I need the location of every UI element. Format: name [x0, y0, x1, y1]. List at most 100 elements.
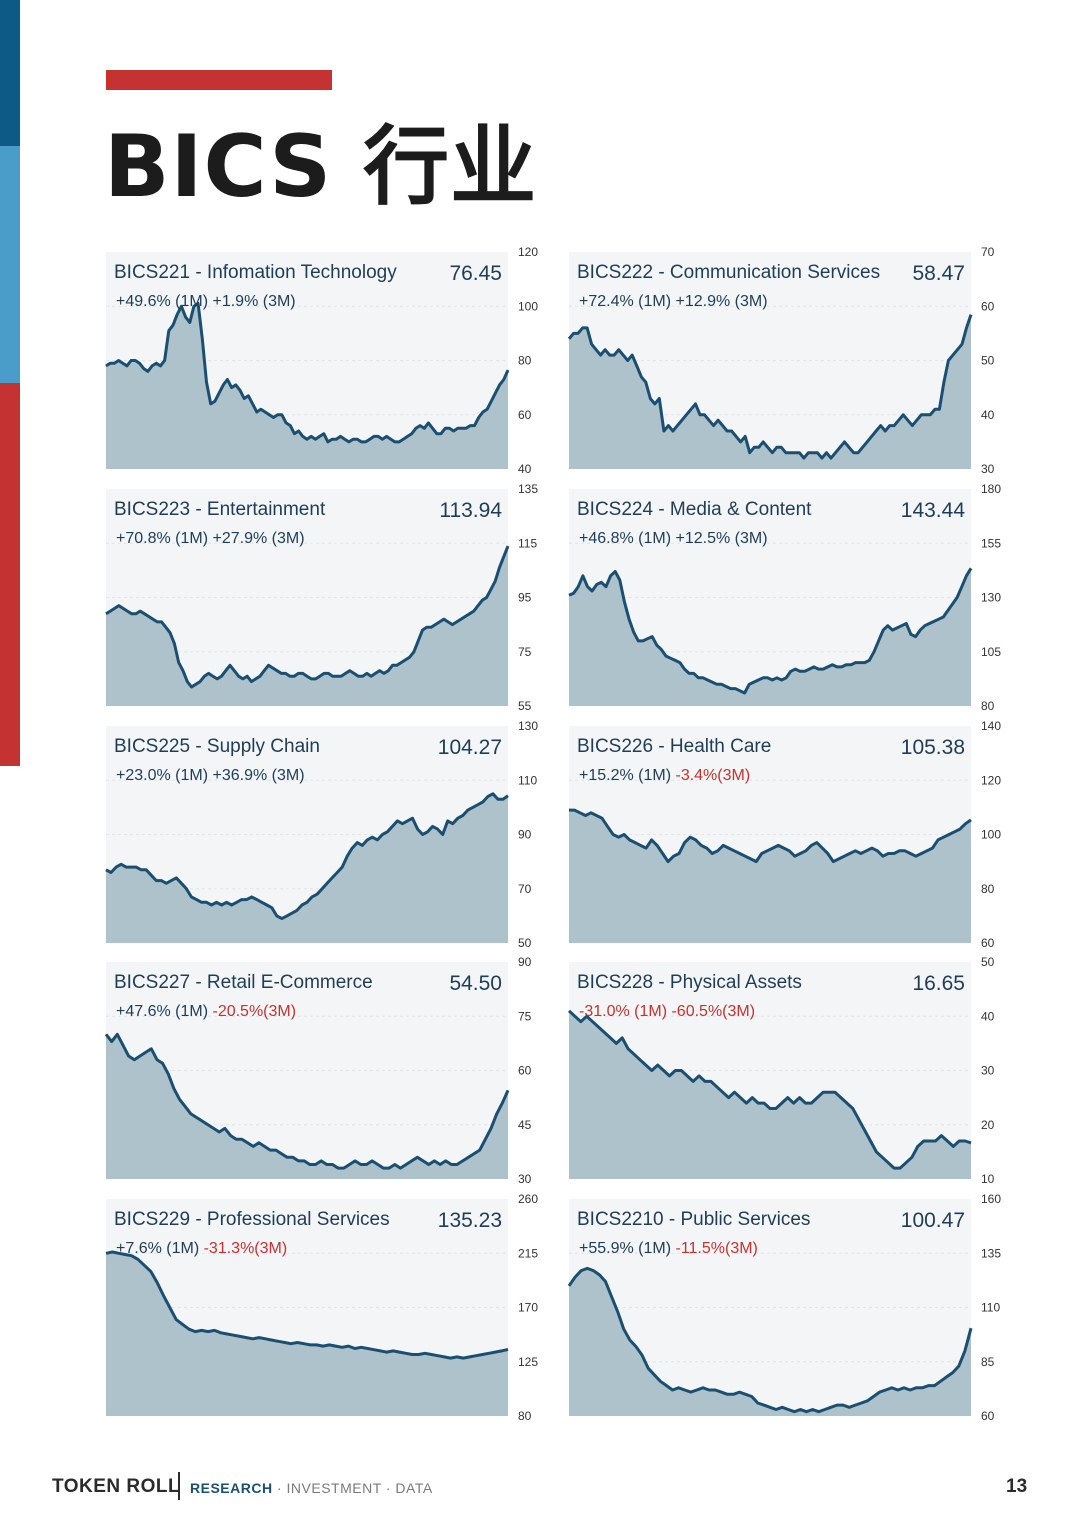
y-tick-label: 120 — [981, 773, 1001, 787]
y-tick-label: 70 — [518, 882, 532, 896]
chart-title: BICS225 - Supply Chain — [114, 736, 320, 757]
y-tick-label: 80 — [518, 354, 532, 368]
chart-svg: 50 40 30 20 10 — [567, 955, 995, 1186]
chart-title: BICS226 - Health Care — [577, 736, 772, 757]
y-tick-label: 40 — [518, 462, 532, 476]
y-tick-label: 130 — [518, 719, 538, 733]
y-tick-label: 30 — [518, 1172, 532, 1186]
y-tick-label: 125 — [518, 1355, 538, 1369]
y-tick-label: 100 — [518, 299, 538, 313]
series-area — [106, 1252, 508, 1416]
y-tick-label: 60 — [518, 408, 532, 422]
y-tick-label: 75 — [518, 1009, 532, 1023]
chart-value: 16.65 — [912, 972, 965, 995]
y-tick-label: 60 — [981, 1409, 995, 1423]
sidebar-accent-dark-blue — [0, 0, 20, 146]
chart-change: +72.4% (1M) +12.9% (3M) — [579, 293, 768, 311]
footer-tag-rest: · INVESTMENT · DATA — [272, 1480, 433, 1496]
y-tick-label: 70 — [981, 245, 995, 259]
chart-title: BICS222 - Communication Services — [577, 262, 881, 283]
chart-change: +7.6% (1M) -31.3%(3M) — [116, 1240, 287, 1258]
y-tick-label: 95 — [518, 591, 532, 605]
series-line — [105, 302, 510, 444]
chart-value: 113.94 — [439, 499, 502, 522]
series-line — [567, 1009, 972, 1170]
y-tick-label: 10 — [981, 1172, 995, 1186]
y-tick-label: 50 — [518, 936, 532, 950]
y-tick-label: 135 — [518, 482, 538, 496]
chart-change: +49.6% (1M) +1.9% (3M) — [116, 293, 296, 311]
series-area — [569, 568, 971, 706]
chart-svg: 160 135 110 85 60 — [567, 1192, 1001, 1423]
chart-change: +47.6% (1M) -20.5%(3M) — [116, 1003, 296, 1021]
chart-panel: 120 100 80 60 40 BICS221 - Infomation Technol… — [105, 245, 548, 476]
chart-svg: 140 120 100 80 60 — [569, 719, 1001, 950]
chart-value: 54.50 — [449, 972, 502, 995]
series-area — [569, 810, 971, 943]
change-1m: +70.8% (1M) — [116, 530, 213, 547]
y-tick-label: 60 — [981, 299, 995, 313]
chart-change: +55.9% (1M) -11.5%(3M) — [579, 1240, 758, 1258]
chart-title: BICS224 - Media & Content — [577, 499, 812, 520]
chart-svg: 260 215 170 125 80 — [105, 1192, 538, 1423]
y-tick-label: 100 — [981, 828, 1001, 842]
chart-change: +70.8% (1M) +27.9% (3M) — [116, 530, 305, 548]
y-tick-label: 170 — [518, 1301, 538, 1315]
footer-brand: TOKEN ROLL — [52, 1476, 181, 1497]
chart-change: +23.0% (1M) +36.9% (3M) — [116, 767, 305, 785]
series-area — [569, 1010, 971, 1179]
chart-change: +46.8% (1M) +12.5% (3M) — [579, 530, 768, 548]
chart-value: 58.47 — [912, 262, 965, 285]
change-3m: -11.5%(3M) — [675, 1240, 758, 1257]
chart-svg: 130 110 90 70 50 — [105, 719, 538, 950]
y-tick-label: 180 — [981, 482, 1001, 496]
chart-change: -31.0% (1M) -60.5%(3M) — [579, 1003, 755, 1021]
y-tick-label: 90 — [518, 955, 532, 969]
y-tick-label: 80 — [981, 882, 995, 896]
footer-divider — [178, 1472, 180, 1500]
footer-tagline: RESEARCH · INVESTMENT · DATA — [190, 1480, 433, 1496]
y-tick-label: 40 — [981, 408, 995, 422]
chart-change: +15.2% (1M) -3.4%(3M) — [579, 767, 750, 785]
sidebar-accent-light-blue — [0, 146, 20, 383]
y-tick-label: 120 — [518, 245, 538, 259]
y-tick-label: 80 — [518, 1409, 532, 1423]
page-number: 13 — [1006, 1476, 1028, 1497]
change-3m: -20.5%(3M) — [212, 1003, 297, 1020]
chart-title: BICS229 - Professional Services — [114, 1209, 390, 1230]
y-tick-label: 55 — [518, 699, 532, 713]
chart-panel: 70 60 50 40 30 BICS222 - Communication Servic… — [567, 245, 1011, 476]
y-tick-label: 60 — [518, 1064, 532, 1078]
chart-value: 135.23 — [437, 1209, 502, 1232]
y-tick-label: 60 — [981, 936, 995, 950]
change-1m: +55.9% (1M) — [579, 1240, 676, 1257]
y-tick-label: 30 — [981, 1064, 995, 1078]
change-1m: -31.0% (1M) — [579, 1003, 672, 1020]
chart-panel: 180 155 130 105 80 BICS224 - Media & Content 1… — [568, 482, 1011, 713]
change-3m: +36.9% (3M) — [212, 767, 305, 784]
y-tick-label: 75 — [518, 645, 532, 659]
chart-title: BICS223 - Entertainment — [114, 499, 326, 520]
change-3m: +12.9% (3M) — [675, 293, 768, 310]
y-tick-label: 160 — [981, 1192, 1001, 1206]
y-tick-label: 90 — [518, 828, 532, 842]
y-tick-label: 30 — [981, 462, 995, 476]
chart-panel: 135 115 95 75 55 BICS223 - Entertainment 113.9… — [105, 482, 548, 713]
chart-value: 105.38 — [900, 736, 965, 759]
series-area — [106, 1034, 508, 1179]
y-tick-label: 85 — [981, 1355, 995, 1369]
chart-svg: 135 115 95 75 55 — [105, 482, 538, 713]
change-1m: +7.6% (1M) — [116, 1240, 204, 1257]
y-tick-label: 140 — [981, 719, 1001, 733]
change-1m: +47.6% (1M) — [116, 1003, 213, 1020]
chart-title: BICS228 - Physical Assets — [577, 972, 802, 993]
chart-panel: 90 75 60 45 30 BICS227 - Retail E-Commerce 54.… — [104, 955, 548, 1186]
y-tick-label: 115 — [518, 536, 537, 550]
series-line — [105, 1250, 509, 1360]
y-tick-label: 260 — [518, 1192, 538, 1206]
chart-svg: 90 75 60 45 30 — [104, 955, 532, 1186]
series-line — [568, 567, 973, 695]
series-line — [567, 314, 973, 460]
series-line — [569, 808, 972, 864]
change-3m: -31.3%(3M) — [203, 1240, 288, 1257]
